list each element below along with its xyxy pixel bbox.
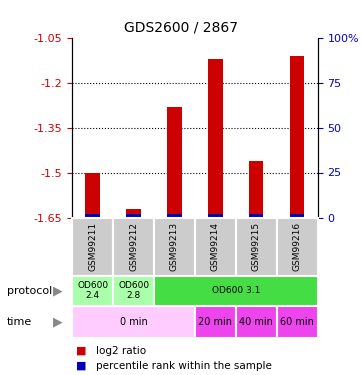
Text: ▶: ▶ [53,284,62,297]
Bar [236,217,277,276]
Text: log2 ratio: log2 ratio [96,346,146,355]
Text: 20 min: 20 min [199,316,232,327]
Bar [86,214,100,217]
Bar [167,106,182,218]
Bar [208,58,222,217]
Bar [236,306,277,338]
Bar [249,160,264,218]
Text: 40 min: 40 min [239,316,273,327]
Text: protocol: protocol [7,286,52,296]
Text: GSM99212: GSM99212 [129,222,138,271]
Text: GSM99211: GSM99211 [88,222,97,271]
Bar [86,172,100,217]
Bar [113,276,154,306]
Text: ■: ■ [76,361,86,370]
Text: GSM99216: GSM99216 [293,222,302,271]
Text: ▶: ▶ [53,315,62,328]
Bar [249,214,264,217]
Text: OD600 3.1: OD600 3.1 [212,286,260,295]
Bar [72,217,113,276]
Bar [195,217,236,276]
Text: GDS2600 / 2867: GDS2600 / 2867 [123,21,238,34]
Bar [126,214,141,217]
Bar [290,56,304,217]
Text: GSM99214: GSM99214 [211,222,220,271]
Text: GSM99215: GSM99215 [252,222,261,271]
Bar [126,209,141,218]
Bar [154,217,195,276]
Text: 60 min: 60 min [280,316,314,327]
Text: OD600
2.4: OD600 2.4 [77,281,108,300]
Text: GSM99213: GSM99213 [170,222,179,271]
Bar [195,306,236,338]
Bar [113,217,154,276]
Bar [277,217,318,276]
Bar [154,276,318,306]
Bar [72,306,195,338]
Bar [208,214,222,217]
Bar [277,306,318,338]
Text: time: time [7,316,32,327]
Bar [72,276,113,306]
Text: ■: ■ [76,346,86,355]
Bar [290,214,304,217]
Text: percentile rank within the sample: percentile rank within the sample [96,361,271,370]
Bar [167,214,182,217]
Text: OD600
2.8: OD600 2.8 [118,281,149,300]
Text: 0 min: 0 min [120,316,147,327]
